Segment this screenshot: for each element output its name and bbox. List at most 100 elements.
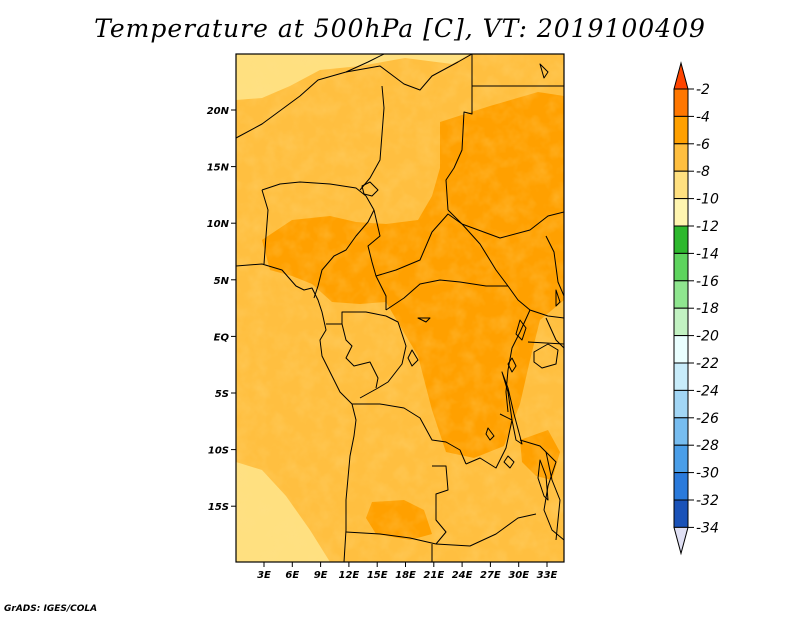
border-congo-drc [359,315,407,399]
lon-tick-label: 6E [285,570,299,581]
field-texture [236,54,564,562]
border-drc-zambia [465,413,513,469]
colorbar-label: -12 [696,219,719,235]
colorbar-label: -2 [696,82,710,98]
colorbar-label: -10 [696,192,719,208]
lat-tick-label: 15S [208,502,229,513]
lat-tick-label: 10S [208,446,229,457]
border-sudan-ethiopia [545,235,564,297]
colorbar-label: -16 [696,274,719,290]
colorbar-segment [673,335,689,364]
border-gabon-cameroon [326,311,387,325]
border-gabon-congo [341,323,379,389]
colorbar-segment [673,417,689,446]
lon-tick-label: 18E [395,570,416,581]
border-libya-chad-sudan [445,54,473,211]
colorbar-label: -32 [696,493,719,509]
colorbar-label: -6 [696,137,710,153]
border-angola-namibia [345,531,437,545]
border-car-drc [385,279,508,311]
border-angola-zambia [432,465,449,545]
colorbar-label: -30 [696,466,719,482]
map-frame [235,53,565,563]
border-car-sudan [461,223,509,287]
lat-tick-label: 5N [214,276,230,287]
colorbar-segment [673,307,689,337]
lon-tick-label: 27E [480,570,501,581]
latitude-axis: 20N 15N 10N 5N EQ 5S 10S 15S [207,106,236,513]
colorbar-segment [673,472,689,501]
colorbar-label: -24 [696,383,719,399]
colorbar-segment [673,389,689,419]
border-niger-nigeria [261,181,375,211]
chart-title: Temperature at 500hPa [C], VT: 201910040… [94,14,706,43]
lake-upemba [485,427,495,441]
lon-tick-label: 21E [423,570,444,581]
lake-tanganyika [501,371,523,445]
border-tanzania [527,341,564,345]
lon-tick-label: 24E [452,570,473,581]
coastline-west [236,263,357,562]
colorbar-label: -8 [696,164,710,180]
colorbar-segment [673,143,689,172]
lake-victoria [533,343,559,369]
border-chad-sudan [447,209,463,225]
temperature-field [236,54,564,562]
colorbar-segment [673,444,689,474]
grads-credit: GrADS: IGES/COLA [4,604,98,614]
border-libya-niger [345,54,473,91]
colorbar: -2 -4 -6 -8 -10 -12 -14 -16 -18 -20 -22 -24 -26 -28 -3… [673,61,719,556]
border-uganda-kenya [545,317,564,349]
colorbar-label: -28 [696,438,719,454]
colorbar-label: -34 [696,520,719,536]
colorbar-label: -18 [696,301,719,317]
border-tanzania-zambia [519,439,564,541]
lon-tick-label: 15E [367,570,388,581]
lake-chad [361,181,379,197]
colorbar-segment [673,252,689,282]
border-niger-chad [359,85,385,191]
colorbar-top-triangle [673,61,689,90]
border-chad-car [375,213,463,277]
lon-tick-label: 9E [314,570,328,581]
lon-tick-label: 3E [257,570,271,581]
lon-tick-label: 30E [508,570,529,581]
colorbar-segment [673,88,689,117]
colorbar-segment [673,499,689,528]
colorbar-segment [673,198,689,227]
lake-malawi [537,459,549,501]
border-drc-angola [352,403,467,465]
lon-tick-label: 12E [339,570,360,581]
border-malawi [545,451,561,541]
lon-tick-label: 33E [537,570,558,581]
lake-mai-ndombe [407,349,419,367]
lake-albert [515,319,527,341]
colorbar-label: -26 [696,411,719,427]
colorbar-bottom-triangle [673,526,689,556]
lat-tick-label: 15N [207,163,230,174]
lake-kivu [507,357,517,373]
colorbar-label: -4 [696,109,710,125]
colorbar-label: -22 [696,356,719,372]
colorbar-segment [673,362,689,391]
lake-tumba [417,317,431,323]
lake-nasser [539,63,549,79]
colorbar-segment [673,280,689,309]
border-nigeria-cameroon [313,209,375,299]
lake-mweru [503,455,515,469]
colorbar-segment [673,115,689,145]
border-drc-uganda-rwanda [505,309,531,413]
border-algeria-niger [236,54,385,139]
lat-tick-label: 5S [215,389,229,400]
colorbar-segment [673,170,689,200]
colorbar-label: -14 [696,246,719,262]
colorbar-label: -20 [696,329,719,345]
lat-tick-label: EQ [214,332,230,343]
country-borders [236,54,564,562]
border-benin-nigeria [261,189,269,265]
lat-tick-label: 10N [207,219,230,230]
border-cameroon-chad [367,209,387,310]
lat-tick-label: 20N [207,106,230,117]
longitude-axis: 3E 6E 9E 12E 15E 18E 21E 24E 27E 30E 33E [257,562,558,581]
